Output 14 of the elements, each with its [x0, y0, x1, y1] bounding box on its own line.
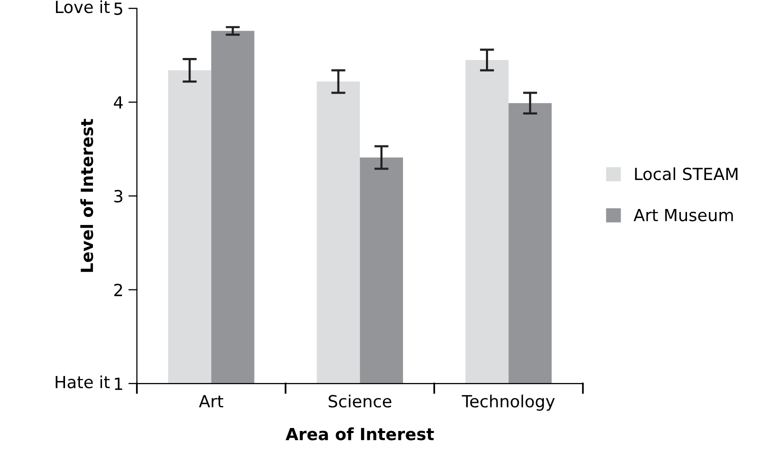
y-tick-label: 1 — [114, 378, 122, 390]
x-tick-label: Art — [198, 395, 224, 408]
y-tick-label: 3 — [114, 190, 122, 203]
x-tick-label: Science — [328, 394, 392, 408]
y-tick-label: 5 — [114, 2, 122, 15]
text: Hate it — [56, 375, 110, 388]
x-tick-label: Technology — [462, 394, 555, 411]
legend-label: Local STEAM — [635, 167, 738, 180]
y-tick-label: 4 — [114, 96, 123, 109]
x-axis-title: Area of Interest — [286, 427, 434, 440]
y-axis-title: Level of Interest — [80, 118, 94, 272]
y-tick-label: 2 — [114, 284, 122, 296]
text: Love it — [56, 0, 110, 14]
legend-label: Art Museum — [634, 208, 733, 222]
